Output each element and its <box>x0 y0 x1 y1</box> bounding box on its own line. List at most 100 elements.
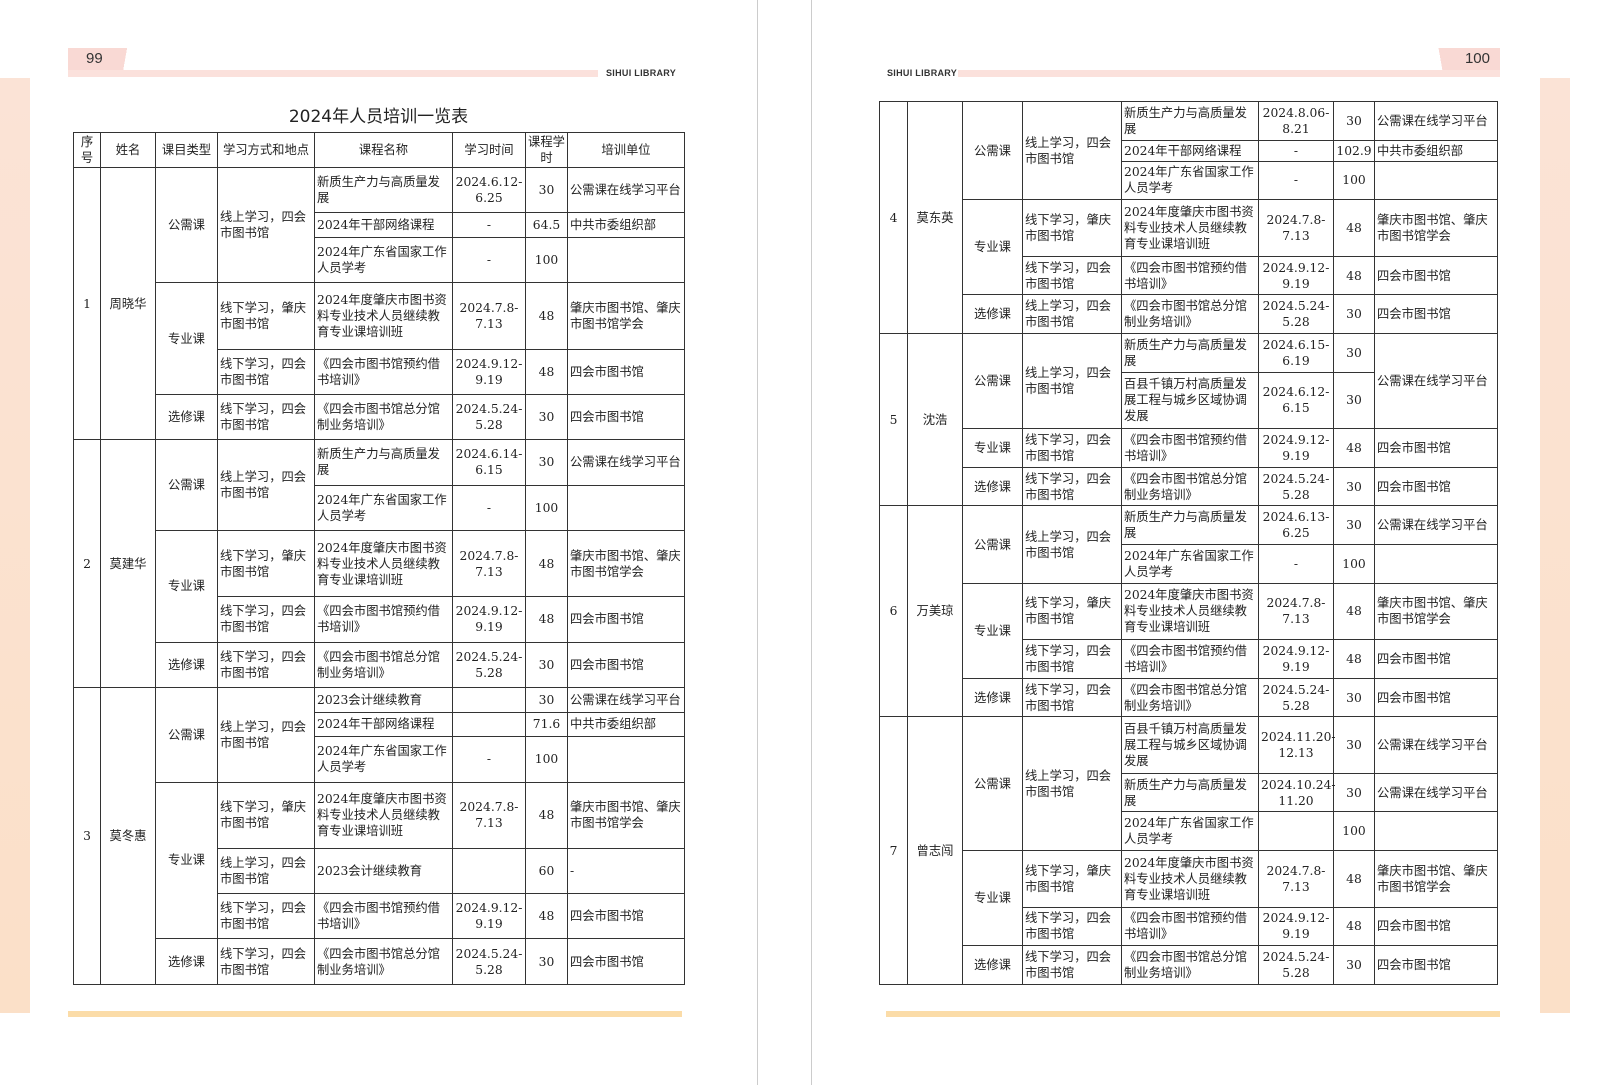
training-unit: 肇庆市图书馆、肇庆市图书馆学会 <box>567 529 685 598</box>
training-unit: 四会市图书馆 <box>567 393 685 441</box>
table-row: 选修课 线下学习，四会市图书馆 《四会市图书馆总分馆制业务培训》 2024.5.24-… <box>74 641 685 688</box>
course-name: 《四会市图书馆预约借书培训》 <box>1121 255 1259 296</box>
study-time: 2024.8.06-8.21 <box>1258 101 1334 141</box>
study-method: 线上学习，四会市图书馆 <box>1022 294 1122 335</box>
study-time: 2024.10.24-11.20 <box>1258 772 1336 813</box>
table-row: 7 曾志闯 公需课 线上学习，四会市图书馆 百县千镇万村高质量发展工程与城乡区域协调发展… <box>879 716 1498 985</box>
study-method: 线下学习，四会市图书馆 <box>1022 466 1122 507</box>
person-no: 5 <box>879 333 908 507</box>
study-time: 2024.6.12-6.15 <box>1258 371 1334 430</box>
study-method: 线下学习，四会市图书馆 <box>217 393 315 441</box>
course-name: 新质生产力与高质量发展 <box>1121 333 1259 373</box>
table-row: 2024年广东省国家工作人员学考 -100 <box>74 236 685 284</box>
course-hours: 48 <box>1333 639 1375 679</box>
study-method: 线上学习，四会市图书馆 <box>1022 333 1122 430</box>
table-row: 6 万美琼 公需课 线上学习，四会市图书馆 新质生产力与高质量发展 2024.6.13-6… <box>879 505 1498 718</box>
header-band-right <box>958 70 1500 77</box>
course-hours: 30 <box>525 393 568 441</box>
training-unit: 中共市委组织部 <box>567 711 685 738</box>
person-name: 莫冬惠 <box>100 686 156 986</box>
training-unit: 公需课在线学习平台 <box>1374 333 1498 430</box>
study-method: 线下学习，四会市图书馆 <box>1022 677 1122 718</box>
course-type: 选修课 <box>155 938 218 985</box>
course-name: 《四会市图书馆预约借书培训》 <box>314 348 453 395</box>
course-hours: 30 <box>1333 772 1375 813</box>
left-edge-decoration <box>0 78 30 1013</box>
course-hours: 48 <box>525 348 568 395</box>
table-row: 新质生产力与高质量发展 2024.10.24-11.20 30 公需课在线学习平台 <box>880 772 1498 813</box>
course-name: 《四会市图书馆总分馆制业务培训》 <box>1121 677 1259 718</box>
study-time: - <box>1258 160 1334 201</box>
training-unit: 肇庆市图书馆、肇庆市图书馆学会 <box>1374 199 1498 257</box>
header-band-left <box>68 70 598 77</box>
study-method: 线下学习，四会市图书馆 <box>217 938 315 985</box>
course-name: 2024年广东省国家工作人员学考 <box>314 736 453 783</box>
table-row: 1 周晓华 公需课 线上学习，四会市图书馆 新质生产力与高质量发展 2024.6.12-6… <box>73 166 685 441</box>
table-row: 线下学习，四会市图书馆 《四会市图书馆预约借书培训》 2024.9.12-9.19 4… <box>74 348 685 395</box>
course-hours: 100 <box>1333 811 1375 852</box>
training-unit: 四会市图书馆 <box>1374 428 1498 468</box>
col-time: 学习时间 <box>452 132 526 168</box>
study-time: 2024.7.8-7.13 <box>452 529 526 598</box>
course-type: 专业课 <box>962 850 1023 947</box>
person-name: 沈浩 <box>907 333 963 507</box>
course-type: 选修课 <box>962 677 1023 718</box>
study-method: 线上学习，四会市图书馆 <box>217 166 315 284</box>
course-type: 选修课 <box>962 945 1023 985</box>
table-row: 选修课 线下学习，四会市图书馆 《四会市图书馆总分馆制业务培训》 2024.5.24-… <box>880 677 1498 718</box>
study-time: 2024.7.8-7.13 <box>1258 582 1334 641</box>
course-hours: 30 <box>525 439 568 486</box>
study-time <box>452 847 526 895</box>
course-hours: 48 <box>1333 255 1375 296</box>
course-hours: 30 <box>1333 466 1375 507</box>
course-hours: 48 <box>1333 428 1375 468</box>
person-no: 6 <box>879 505 908 718</box>
table-row: 选修课 线下学习，四会市图书馆 《四会市图书馆总分馆制业务培训》 2024.5.24-… <box>74 938 685 985</box>
col-hours: 课程学时 <box>525 132 568 168</box>
course-hours: 30 <box>1333 101 1375 141</box>
training-unit: 四会市图书馆 <box>567 892 685 940</box>
library-label-right: SIHUI LIBRARY <box>887 68 958 78</box>
course-hours: 30 <box>1333 505 1375 546</box>
study-method: 线上学习，四会市图书馆 <box>1022 100 1122 201</box>
study-method: 线下学习，四会市图书馆 <box>1022 945 1122 985</box>
course-name: 2024年广东省国家工作人员学考 <box>1121 544 1259 584</box>
table-row: 4 莫东英 公需课 线上学习，四会市图书馆 新质生产力与高质量发展 2024.8.06-8… <box>879 100 1498 335</box>
page-number-right: 100 <box>1425 48 1500 70</box>
study-time: - <box>1258 544 1334 584</box>
training-unit: 中共市委组织部 <box>567 212 685 238</box>
page-title: 2024年人员培训一览表 <box>288 107 469 127</box>
course-type: 专业课 <box>962 582 1023 679</box>
study-time: 2024.9.12-9.19 <box>452 892 526 940</box>
course-hours: 71.6 <box>525 711 568 738</box>
study-time: 2024.9.12-9.19 <box>1258 639 1334 679</box>
course-name: 2024年广东省国家工作人员学考 <box>314 484 453 532</box>
study-method: 线下学习，四会市图书馆 <box>217 596 315 643</box>
course-type: 选修课 <box>962 294 1023 335</box>
training-unit: 四会市图书馆 <box>1374 466 1498 507</box>
training-unit: 肇庆市图书馆、肇庆市图书馆学会 <box>1374 582 1498 641</box>
training-unit <box>567 484 685 532</box>
course-name: 2024年度肇庆市图书资料专业技术人员继续教育专业课培训班 <box>314 781 453 849</box>
col-course: 课程名称 <box>314 132 453 168</box>
course-hours: 30 <box>1333 677 1375 718</box>
course-name: 2024年干部网络课程 <box>1121 139 1259 162</box>
course-name: 《四会市图书馆总分馆制业务培训》 <box>314 393 453 441</box>
course-hours: 48 <box>525 596 568 643</box>
training-table-left: 序号 姓名 课目类型 学习方式和地点 课程名称 学习时间 课程学时 培训单位 1… <box>73 132 685 986</box>
person-name: 周晓华 <box>100 166 156 441</box>
study-time: 2024.5.24-5.28 <box>1258 294 1334 335</box>
training-unit: 四会市图书馆 <box>1374 906 1498 947</box>
course-hours: 48 <box>525 781 568 849</box>
study-time: 2024.5.24-5.28 <box>1258 677 1334 718</box>
study-method: 线下学习，肇庆市图书馆 <box>1022 199 1122 257</box>
course-name: 《四会市图书馆总分馆制业务培训》 <box>1121 294 1259 335</box>
training-unit: 中共市委组织部 <box>1374 139 1498 162</box>
course-name: 《四会市图书馆总分馆制业务培训》 <box>1121 945 1259 985</box>
library-label-left: SIHUI LIBRARY <box>606 68 677 78</box>
course-hours: 48 <box>1333 582 1375 641</box>
course-type: 公需课 <box>962 333 1023 430</box>
course-type: 公需课 <box>155 166 218 284</box>
course-name: 新质生产力与高质量发展 <box>1121 101 1259 141</box>
course-type: 公需课 <box>962 716 1023 852</box>
